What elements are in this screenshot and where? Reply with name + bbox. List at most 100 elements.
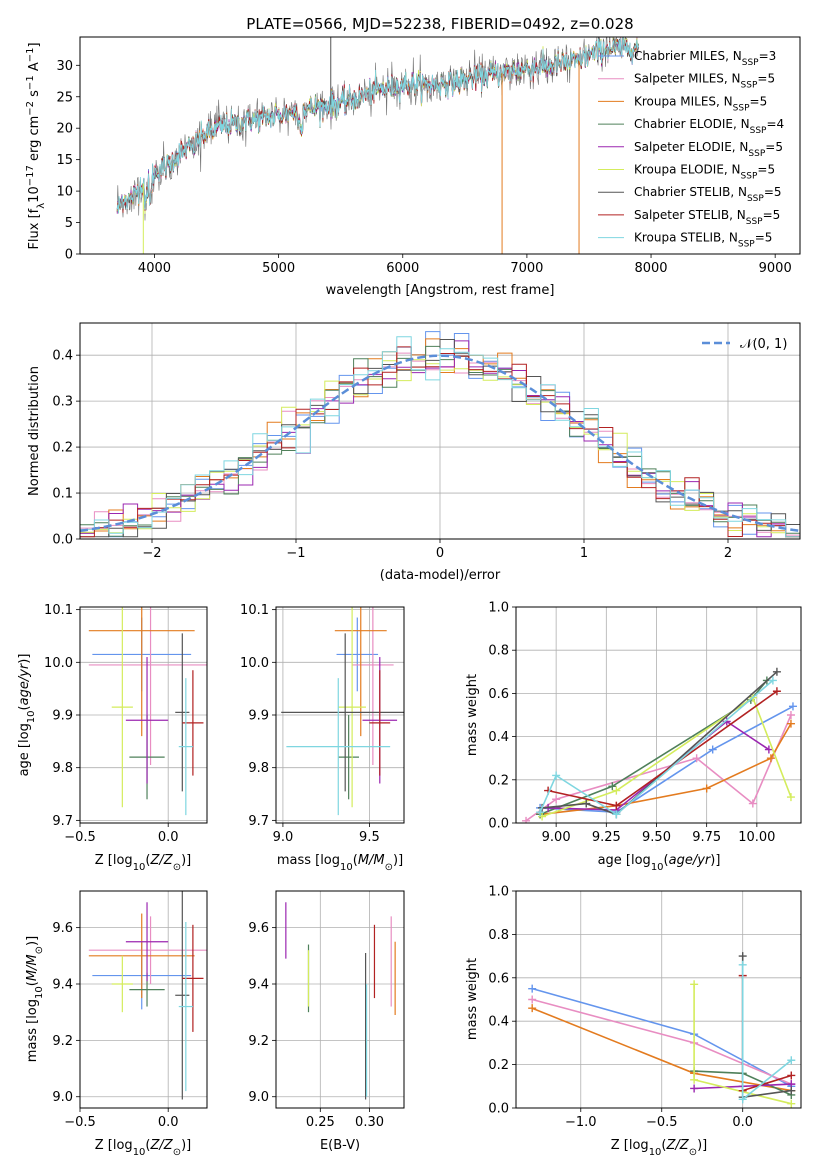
legend-label: Chabrier STELIB, NSSP=5 — [634, 185, 782, 204]
x-axis-label: Z [log10(Z/Z⊙)] — [611, 1138, 708, 1158]
plot-area — [116, 37, 639, 254]
x-tick-label: 10.00 — [738, 830, 775, 845]
x-tick-label: 0.0 — [158, 830, 179, 845]
model-spectrum-kroupa_elodie — [116, 37, 639, 214]
label-part: Z [log — [95, 1138, 133, 1153]
weight-marker-kroupa_elodie — [612, 786, 621, 795]
histogram-kroupa_stelib — [80, 336, 800, 539]
weight-marker-kroupa_miles — [702, 784, 711, 793]
weight-marker-chabrier_miles — [528, 984, 537, 993]
y-axis-label: age [log10(age/yr)] — [17, 654, 37, 777]
y-tick-label: 0.8 — [488, 644, 509, 659]
label-part: )] — [17, 654, 32, 664]
legend-label: Kroupa MILES, NSSP=5 — [634, 94, 767, 113]
x-tick-label: −0.5 — [64, 1115, 96, 1130]
panel-7: 0.25 0.30 9.0 9.2 9.4 9.6 E(B-V) — [248, 890, 405, 1153]
legend-count: =5 — [755, 231, 773, 245]
label-part: ( — [145, 853, 150, 868]
label-part: ⊙ — [173, 1147, 181, 1158]
weight-marker-kroupa_miles — [766, 754, 775, 763]
label-part: ( — [145, 1138, 150, 1153]
label-part: mass [log — [25, 999, 40, 1062]
panel-3: −0.5 0.09.79.89.910.010.1Z [log10(Z/Z⊙)]a… — [17, 603, 208, 873]
weight-marker-kroupa_stelib — [738, 960, 747, 969]
axes-frame — [79, 36, 801, 255]
weight-marker-kroupa_elodie — [786, 793, 795, 802]
legend-count: =5 — [765, 140, 783, 154]
weight-marker-salpeter_miles — [528, 995, 537, 1004]
weight-marker-chabrier_stelib — [787, 1086, 796, 1095]
x-tick-label: 9.5 — [359, 830, 380, 845]
plot-area — [88, 891, 207, 1100]
x-axis-label: E(B-V) — [320, 1138, 360, 1153]
weight-marker-salpeter_elodie — [764, 745, 773, 754]
label-part: mass weight — [465, 958, 480, 1040]
y-tick-label: 9.2 — [248, 1034, 269, 1049]
x-tick-label: 6000 — [386, 261, 419, 276]
weight-line-chabrier_elodie — [539, 679, 768, 816]
y-tick-label: 0.4 — [488, 1015, 509, 1030]
legend-label: 𝒩(0, 1) — [740, 337, 787, 352]
label-part: ⊙ — [385, 862, 393, 873]
label-part: ( — [17, 705, 32, 710]
y-tick-label: 1.0 — [488, 601, 509, 616]
axes-frame — [515, 606, 802, 824]
legend-text: Salpeter ELODIE, N — [634, 140, 748, 154]
y-axis-label: Flux [fλ10−17 erg cm−2 s−1 A−1] — [25, 42, 47, 249]
label-part: s — [27, 90, 42, 101]
plot-area — [528, 952, 796, 1108]
panel-2: −2 −1 0 1 2 0.0 0.1 0.2 0.3 0.4 (data-model)/error… — [27, 322, 801, 583]
label-part: 10 — [649, 1147, 662, 1158]
legend-sub: SSP — [750, 126, 767, 136]
legend-label: Chabrier MILES, NSSP=3 — [634, 49, 776, 68]
weight-marker-kroupa_miles — [786, 719, 795, 728]
y-axis-label: mass weight — [465, 958, 480, 1040]
y-tick-label: 0.2 — [488, 773, 509, 788]
y-tick-label: 10 — [56, 185, 73, 200]
axes-frame — [515, 890, 802, 1109]
panel-1: 4000 5000 6000 7000 8000 9000 0 5 10 15 20 25 30 wave… — [25, 36, 801, 298]
y-axis-label: mass [log10(M/M⊙)] — [25, 936, 45, 1062]
label-part: Z/Z — [666, 1138, 690, 1153]
label-part: M/M — [358, 853, 385, 868]
label-part: A — [27, 62, 42, 75]
label-part: ( — [664, 853, 669, 868]
label-part: Z [log — [95, 853, 133, 868]
legend-text: Kroupa MILES, N — [634, 94, 733, 108]
legend-count: =5 — [763, 208, 781, 222]
x-tick-label: 9.75 — [692, 830, 721, 845]
weight-marker-chabrier_miles — [708, 745, 717, 754]
y-tick-label: 30 — [56, 59, 73, 74]
x-tick-label: 0.0 — [158, 1115, 179, 1130]
legend-sub: SSP — [738, 240, 755, 250]
weight-marker-kroupa_elodie — [538, 812, 547, 821]
legend-count: =5 — [757, 163, 775, 177]
legend-label: Kroupa ELODIE, NSSP=5 — [634, 163, 775, 182]
y-tick-label: 9.6 — [52, 921, 73, 936]
y-tick-label: 10.0 — [240, 656, 269, 671]
label-part: Z/Z — [150, 853, 174, 868]
legend-count: =5 — [750, 94, 768, 108]
label-part: )] — [393, 853, 403, 868]
x-tick-label: −0.5 — [646, 1115, 678, 1130]
y-tick-label: 0.1 — [52, 487, 73, 502]
y-tick-label: 9.0 — [248, 1090, 269, 1105]
y-tick-label: 9.0 — [52, 1090, 73, 1105]
legend-sub: SSP — [741, 172, 758, 182]
weight-marker-salpeter_miles — [522, 816, 531, 823]
y-tick-label: 10.0 — [44, 656, 73, 671]
x-tick-label: 2 — [724, 546, 732, 561]
x-tick-label: −0.5 — [64, 830, 96, 845]
label-part: 10 — [133, 862, 146, 873]
normal-curve — [80, 354, 800, 533]
x-tick-label: 9.0 — [273, 830, 294, 845]
legend-count: =5 — [764, 185, 782, 199]
y-axis-label: Normed distribution — [27, 366, 42, 496]
x-tick-label: 1 — [580, 546, 588, 561]
plot-area — [281, 607, 404, 816]
weight-marker-kroupa_stelib — [552, 771, 561, 780]
legend-text: Chabrier ELODIE, N — [634, 117, 750, 131]
label-part: wavelength [Angstrom, rest frame] — [326, 283, 555, 298]
